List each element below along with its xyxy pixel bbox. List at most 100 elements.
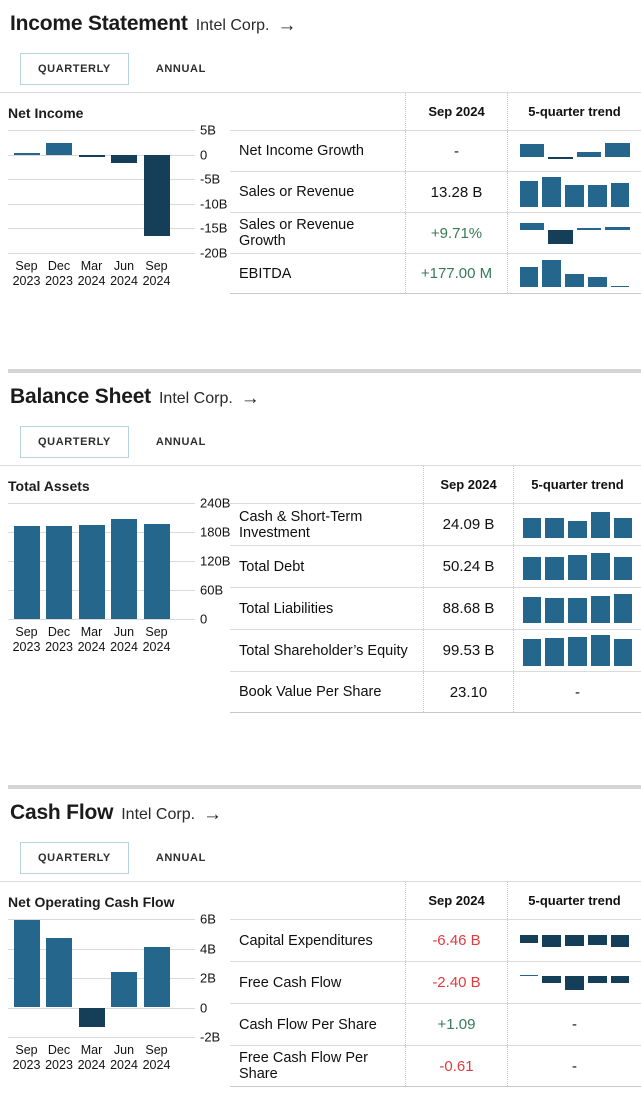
column-header-date: Sep 2024 [405,882,507,919]
chart-bar [143,523,170,619]
bar-chart-plot: 5B 0 -5B -10B -15B -20B [8,123,230,261]
spark-bar [610,934,630,947]
x-tick-label: Sep 2024 [142,625,171,654]
x-tick-label: Sep 2023 [12,1043,41,1072]
spark-bar [590,553,610,580]
x-tick-label: Jun 2024 [110,625,138,654]
x-tick-label: Sep 2023 [12,625,41,654]
period-tabs: QUARTERLY ANNUAL [20,842,631,874]
row-trend: - [507,1046,641,1086]
spark-bar [613,594,633,623]
spark-bar [519,934,539,943]
header-spacer [230,466,423,503]
x-axis-labels: Sep 2023 Dec 2023 Mar 2024 Jun 2024 Sep 2024 [8,625,230,657]
section-divider-line [0,92,641,93]
trend-dash: - [572,1057,577,1075]
spark-bar [613,557,633,580]
table-row: Capital Expenditures -6.46 B [230,919,641,961]
spark-bar [605,226,630,230]
row-value: +9.71% [405,213,507,253]
section-divider-line [0,465,641,466]
spark-bar [545,638,565,666]
spark-slot [542,975,562,991]
tab-annual[interactable]: ANNUAL [155,436,206,448]
tab-annual[interactable]: ANNUAL [155,852,206,864]
y-tick-label: -10B [200,196,228,212]
table-header: Sep 2024 5-quarter trend [230,466,641,503]
y-tick-label: 2B [200,970,216,986]
spark-slot [610,177,630,207]
gridline [8,948,195,950]
spark-bar [522,597,542,623]
spark-bar [545,517,565,538]
table-row: Sales or Revenue 13.28 B [230,171,641,212]
spark-slot [519,143,544,159]
table-row: Total Debt 50.24 B [230,545,641,587]
tab-quarterly[interactable]: QUARTERLY [20,53,129,85]
section-separator [8,369,641,373]
trend-sparkline [522,594,633,623]
x-tick-label: Sep 2024 [142,259,171,288]
balance-sheet-section: Balance Sheet Intel Corp. → QUARTERLY AN… [0,385,641,789]
y-tick-label: 6B [200,911,216,927]
tab-annual[interactable]: ANNUAL [155,63,206,75]
y-tick-label: -5B [200,171,221,187]
spark-slot [590,511,610,538]
spark-slot [576,223,601,244]
tab-quarterly[interactable]: QUARTERLY [20,426,129,458]
table-row: EBITDA +177.00 M [230,253,641,294]
table-header: Sep 2024 5-quarter trend [230,93,641,130]
y-tick-label: 5B [200,122,216,138]
table-row: Total Shareholder’s Equity 99.53 B [230,629,641,671]
x-tick-label: Dec 2023 [45,625,73,654]
row-label: Free Cash Flow [239,974,342,991]
table-row: Net Income Growth - [230,130,641,171]
y-tick-label: -15B [200,220,228,236]
column-header-date: Sep 2024 [405,93,507,130]
spark-slot [522,512,542,538]
period-tabs: QUARTERLY ANNUAL [20,426,631,458]
cash-flow-link[interactable]: Cash Flow Intel Corp. → [10,801,631,825]
total-assets-chart: Total Assets 240B 180B 120B 60B 0 Sep 2023 Dec… [0,466,230,713]
table-row: Cash Flow Per Share +1.09 - [230,1003,641,1045]
chart-bar [143,154,170,236]
balance-sheet-link[interactable]: Balance Sheet Intel Corp. → [10,385,631,409]
chart-title: Net Operating Cash Flow [8,894,175,910]
trend-sparkline [522,635,633,666]
section-separator [8,785,641,789]
chart-bar [13,152,40,155]
spark-slot [519,177,539,207]
spark-bar [542,976,562,984]
spark-slot [519,222,544,244]
y-tick-label: -20B [200,245,228,261]
y-tick-label: 180B [200,524,231,540]
row-value: 23.10 [423,672,513,712]
spark-bar [605,143,630,157]
row-value: 50.24 B [423,546,513,587]
spark-bar [613,639,633,666]
row-trend: - [507,1004,641,1045]
right-arrow-icon: → [240,388,260,409]
spark-slot [590,635,610,666]
chart-bar [46,526,72,619]
spark-slot [576,143,601,159]
trend-sparkline [519,143,630,159]
row-trend [513,504,641,545]
table-row: Total Liabilities 88.68 B [230,587,641,629]
y-tick-label: 4B [200,941,216,956]
column-header-trend: 5-quarter trend [513,466,641,503]
gridline [8,978,195,979]
tab-quarterly[interactable]: QUARTERLY [20,842,129,874]
row-label: Cash Flow Per Share [239,1016,377,1033]
spark-slot [519,934,539,947]
income-statement-link[interactable]: Income Statement Intel Corp. → [10,12,631,36]
x-tick-label: Dec 2023 [45,259,73,288]
spark-slot [605,223,630,244]
row-label: Total Debt [239,558,305,575]
spark-bar [568,598,587,623]
trend-sparkline [522,553,633,580]
table-row: Free Cash Flow -2.40 B [230,961,641,1003]
y-tick-label: 0 [200,611,208,627]
company-name: Intel Corp. [158,390,233,407]
